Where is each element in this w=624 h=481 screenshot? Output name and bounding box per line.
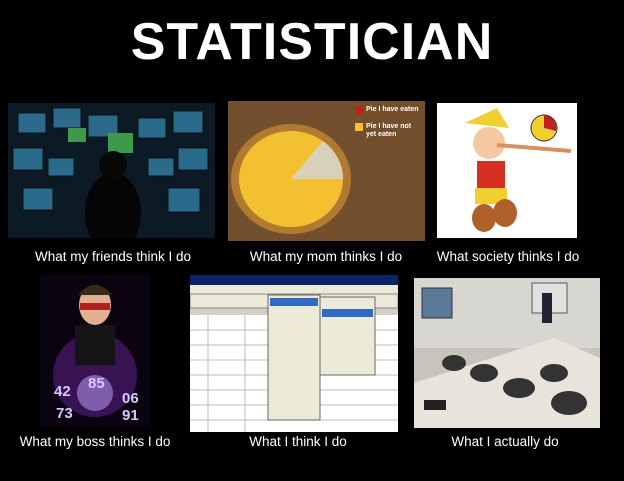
fortune-photo xyxy=(40,275,150,427)
friends-image xyxy=(8,103,215,238)
mom-image: Pie I have eaten Pie I have not yet eate… xyxy=(228,101,425,241)
caption: What my boss thinks I do xyxy=(19,434,171,449)
caption: What society thinks I do xyxy=(436,249,580,264)
pie-photo xyxy=(228,101,425,241)
boss-image: 42 85 06 73 91 xyxy=(40,275,150,427)
ball-number: 06 xyxy=(122,390,139,407)
caption: What my mom thinks I do xyxy=(249,249,403,264)
ball-number: 85 xyxy=(88,375,105,392)
caption: What I actually do xyxy=(451,434,559,449)
caption: What I think I do xyxy=(249,434,347,449)
pie-label: Pie I have eaten xyxy=(366,106,419,113)
society-image xyxy=(437,103,577,238)
ball-number: 73 xyxy=(56,405,73,422)
ball-number: 91 xyxy=(122,407,139,424)
pie-label: Pie I have not yet eaten xyxy=(366,123,412,138)
actual-image xyxy=(414,278,600,428)
title: STATISTICIAN xyxy=(130,13,494,71)
caption: What my friends think I do xyxy=(34,249,192,264)
ball-number: 42 xyxy=(54,383,71,400)
spss-image xyxy=(190,275,398,432)
